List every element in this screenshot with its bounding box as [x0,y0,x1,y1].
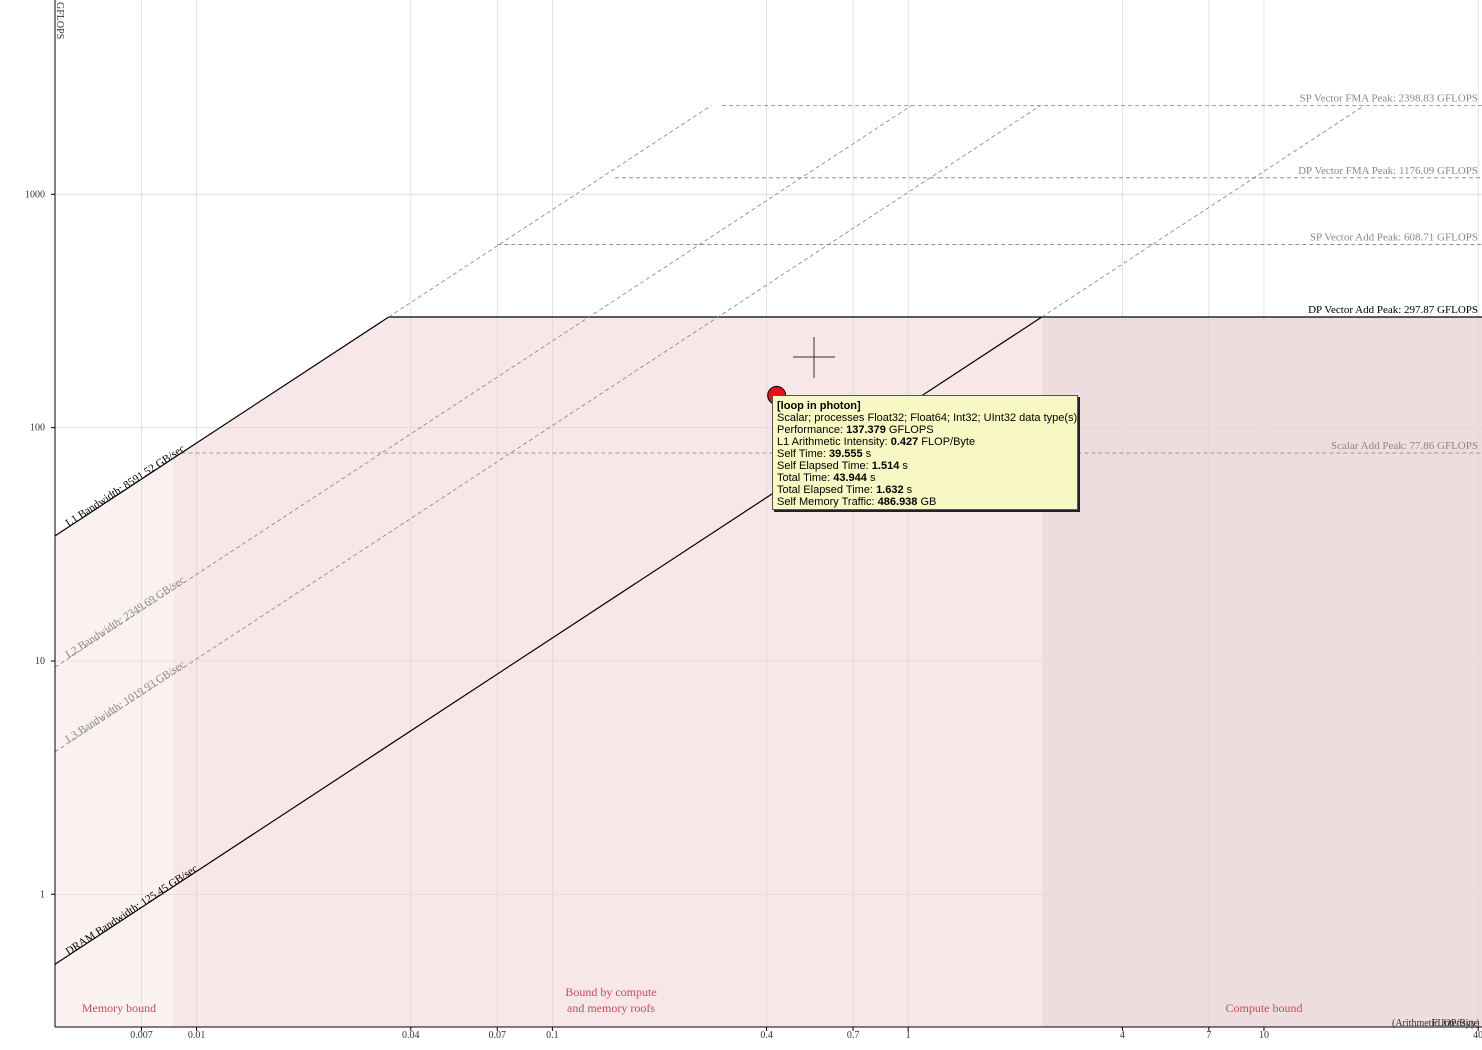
tooltip-row: L1 Arithmetic Intensity: 0.427 FLOP/Byte [777,436,1073,448]
bandwidth-roof-line [54,105,1041,753]
compute-roof-label: DP Vector Add Peak: 297.87 GFLOPS [1308,304,1478,316]
tooltip-row-unit: GFLOPS [885,424,934,436]
region-memory-bound [55,457,174,1027]
tooltip-row-label: Self Elapsed Time: [777,460,872,472]
tooltip-row: Total Elapsed Time: 1.632 s [777,484,1073,496]
compute-roof-label: Scalar Add Peak: 77.86 GFLOPS [1331,440,1478,452]
region-label: Memory bound [82,1001,156,1015]
tooltip-row-label: Total Elapsed Time: [777,484,877,496]
compute-roof-label: SP Vector Add Peak: 608.71 GFLOPS [1310,232,1478,244]
x-tick-label: 0.04 [402,1030,420,1041]
tooltip-row-label: L1 Arithmetic Intensity: [777,436,891,448]
loop-tooltip: [loop in photon] Scalar; processes Float… [772,395,1078,510]
y-tick-label: 10 [35,656,45,667]
y-tick-label: 1000 [25,189,45,200]
compute-roof-label: SP Vector FMA Peak: 2398.83 GFLOPS [1300,93,1478,105]
crosshair-cursor-icon [793,337,835,378]
x-tick-label: 0.07 [489,1030,507,1041]
tooltip-row-value: 43.944 [833,472,867,484]
tooltip-row-value: 39.555 [828,448,863,460]
tooltip-row: Performance: 137.379 GFLOPS [777,424,1073,436]
region-label: Compute bound [1226,1001,1303,1015]
region-compute-bound [1041,316,1482,1027]
region-label: Bound by compute [565,985,656,999]
tooltip-row-value: 486.938 [877,496,918,508]
tooltip-row-label: Self Time: [777,448,829,460]
tooltip-row-value: 1.632 [876,484,904,496]
tooltip-row-value: 137.379 [846,424,886,436]
x-axis-unit-label: FLOP/Byte [1432,1018,1479,1029]
x-tick-label: 40 [1473,1030,1482,1041]
x-tick-label: 7 [1206,1030,1211,1041]
tooltip-row: Self Memory Traffic: 486.938 GB [777,496,1073,508]
tooltip-row-unit: s [866,472,876,484]
tooltip-row-label: Total Time: [777,472,834,484]
tooltip-row-unit: GB [917,496,937,508]
y-tick-label: 1 [40,889,45,900]
region-label: and memory roofs [567,1001,655,1015]
tooltip-row-label: Self Memory Traffic: [777,496,878,508]
bandwidth-roof-line [54,105,912,668]
tooltip-row: Total Time: 43.944 s [777,472,1073,484]
tooltip-row: Self Elapsed Time: 1.514 s [777,460,1073,472]
tooltip-row-value: 0.427 [890,436,919,448]
bandwidth-roof-line [54,316,390,537]
x-tick-label: 0.4 [760,1030,773,1041]
tooltip-row: Self Time: 39.555 s [777,448,1073,460]
x-tick-label: 0.7 [847,1030,860,1041]
tooltip-title: [loop in photon] [777,400,861,412]
bandwidth-roof-extension [388,105,712,318]
x-tick-label: 0.01 [188,1030,206,1041]
tooltip-row-unit: FLOP/Byte [918,436,976,448]
tooltip-row-unit: s [899,460,908,472]
tooltip-row-value: 1.514 [871,460,900,472]
tooltip-row-unit: s [862,448,872,460]
x-tick-label: 0.007 [130,1030,153,1041]
tooltip-description: Scalar; processes Float32; Float64; Int3… [777,412,1078,424]
x-tick-label: 10 [1259,1030,1269,1041]
bandwidth-roof-extension [1041,105,1365,318]
y-axis-label: GFLOPS [54,2,65,39]
tooltip-row-unit: s [903,484,913,496]
x-tick-label: 1 [906,1030,911,1041]
x-axis-label: (Arithmetic Intensity) [1392,1018,1479,1029]
y-tick-label: 100 [30,423,45,434]
x-tick-label: 0.1 [546,1030,559,1041]
tooltip-row-label: Performance: [777,424,847,436]
x-tick-label: 4 [1120,1030,1125,1041]
compute-roof-label: DP Vector FMA Peak: 1176.09 GFLOPS [1298,165,1478,177]
